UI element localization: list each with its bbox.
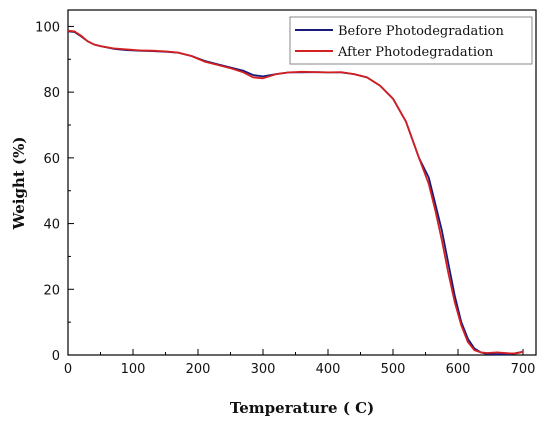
y-tick-label: 100 [35, 20, 60, 35]
legend-label-before: Before Photodegradation [338, 24, 505, 39]
y-tick-label: 60 [43, 152, 60, 167]
x-tick-label: 600 [446, 362, 471, 377]
series-layer [67, 29, 524, 356]
y-tick-label: 80 [43, 86, 60, 101]
series-line-before [67, 30, 524, 356]
y-tick-label: 0 [52, 349, 60, 364]
plot-frame [67, 9, 537, 356]
legend: Before Photodegradation After Photodegra… [289, 16, 533, 65]
series-line-after [67, 29, 524, 355]
legend-box [289, 16, 533, 65]
axis-ticks: 0 100 200 300 400 500 600 700 0 20 40 60 80 100 [35, 20, 535, 377]
y-axis-label: Weight (%) [10, 137, 28, 231]
x-tick-label: 400 [316, 362, 341, 377]
x-tick-label: 500 [381, 362, 406, 377]
x-tick-label: 700 [511, 362, 536, 377]
y-tick-label: 40 [43, 218, 60, 233]
x-tick-label: 100 [121, 362, 146, 377]
legend-label-after: After Photodegradation [337, 45, 494, 60]
x-tick-label: 200 [186, 362, 211, 377]
x-axis-label: Temperature ( C) [230, 399, 374, 417]
x-tick-label: 300 [251, 362, 276, 377]
x-tick-label: 0 [64, 362, 72, 377]
y-tick-label: 20 [43, 283, 60, 298]
